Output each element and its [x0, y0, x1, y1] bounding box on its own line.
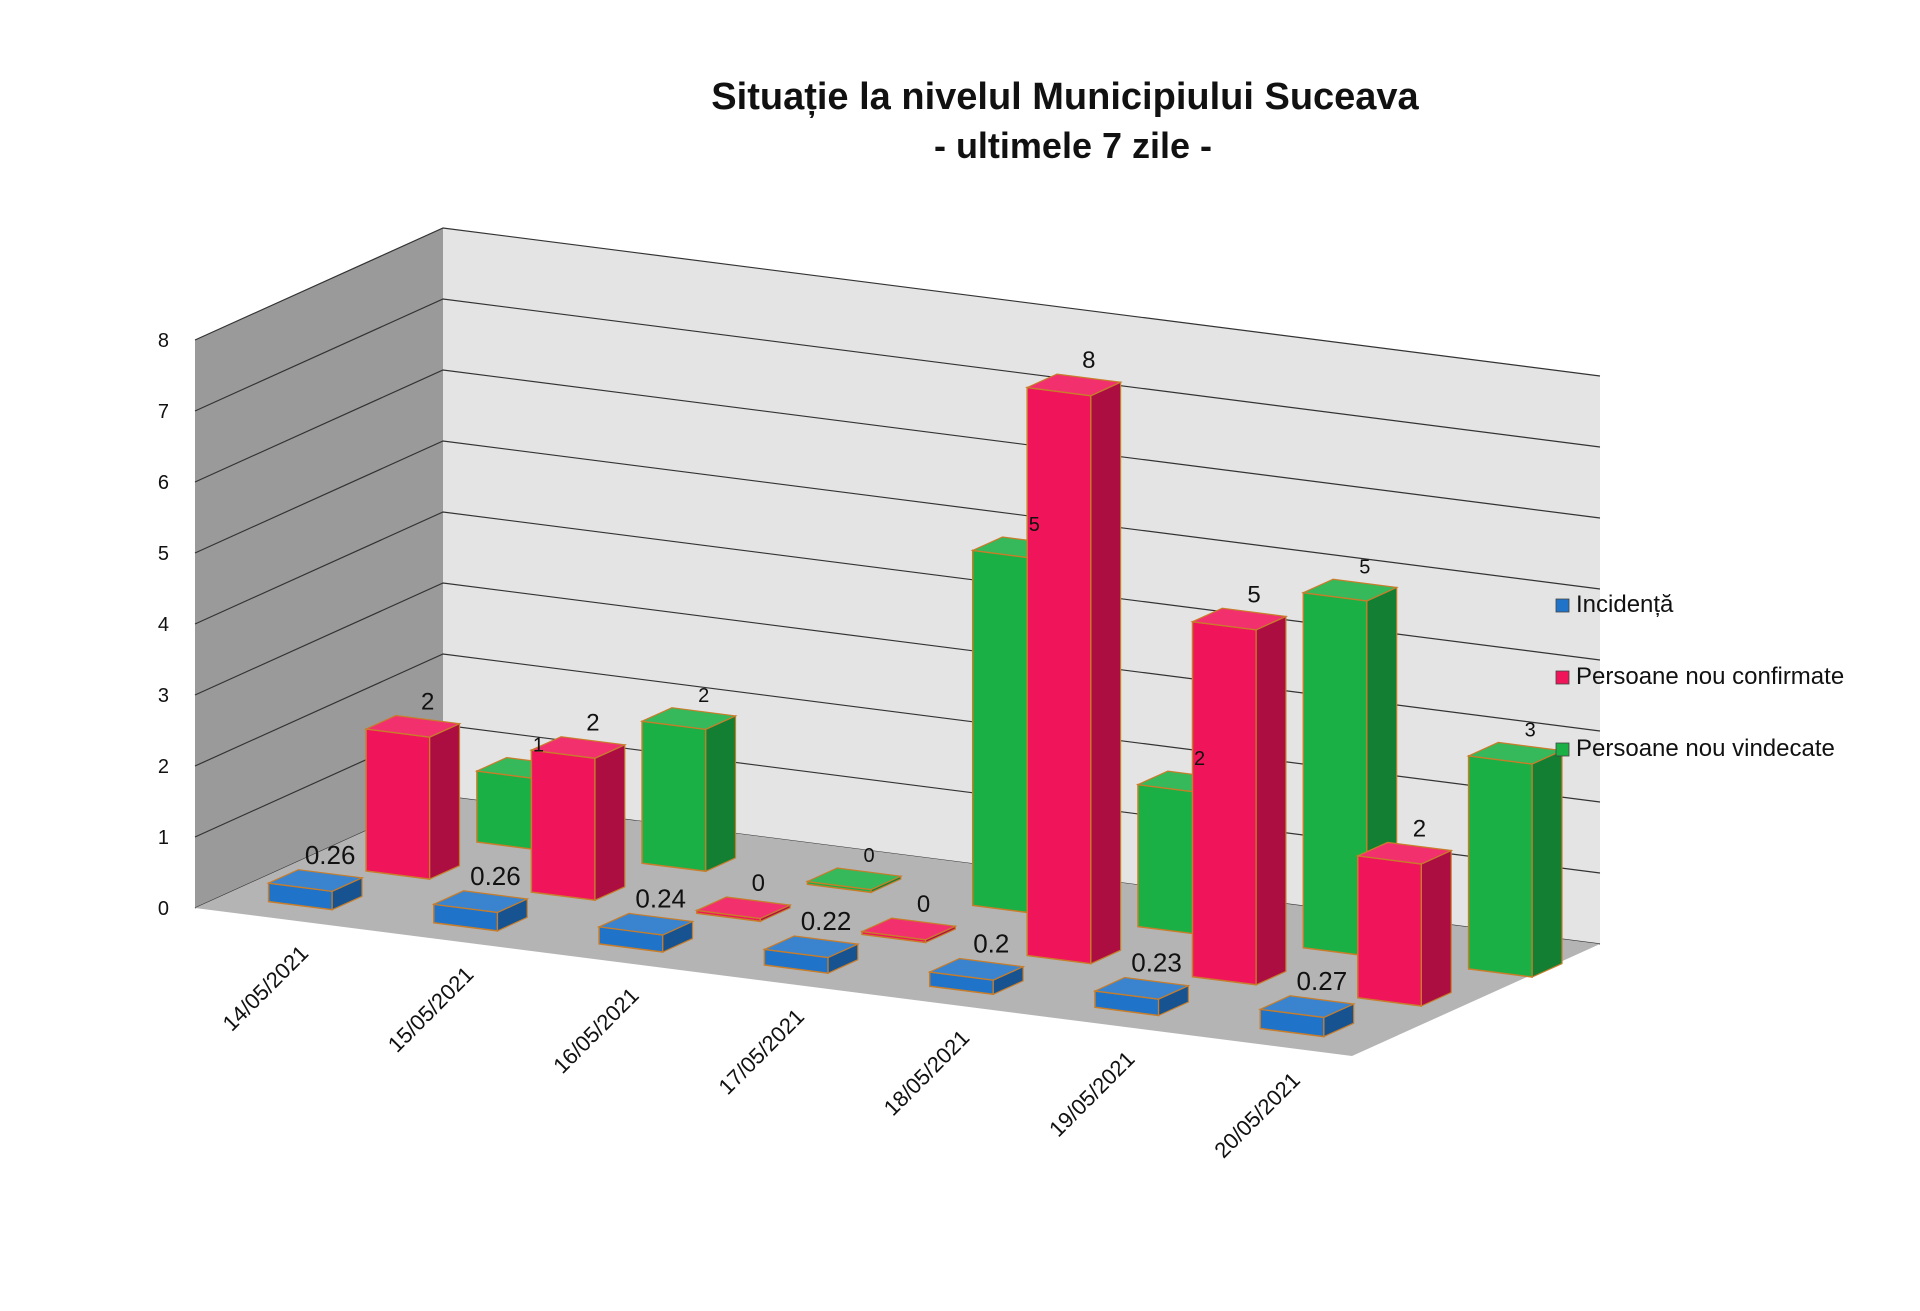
y-tick-label: 4 — [158, 614, 169, 636]
x-tick-label: 17/05/2021 — [713, 1004, 809, 1100]
bar — [529, 736, 627, 902]
legend: Incidență Persoane nou confirmate Persoane… — [1555, 591, 1844, 762]
legend-item: Incidență — [1555, 591, 1674, 618]
legend-label: Incidență — [1576, 591, 1674, 618]
bar — [1355, 841, 1454, 1007]
x-tick-label: 15/05/2021 — [383, 962, 479, 1058]
bar — [431, 890, 530, 932]
data-label: 2 — [1413, 815, 1426, 842]
y-tick-label: 5 — [158, 543, 169, 565]
bar — [859, 917, 958, 944]
bar — [1258, 995, 1356, 1038]
data-label: 5 — [1029, 514, 1040, 536]
bar — [1025, 373, 1123, 965]
data-label: 2 — [421, 689, 434, 716]
x-tick-label: 14/05/2021 — [218, 940, 314, 1036]
legend-label: Persoane nou vindecate — [1576, 735, 1835, 762]
data-label: 0.2 — [973, 929, 1009, 959]
bar — [805, 867, 903, 894]
x-tick-label: 16/05/2021 — [548, 983, 644, 1079]
bar — [1466, 741, 1565, 978]
data-label: 2 — [698, 685, 709, 707]
legend-item: Persoane nou vindecate — [1555, 735, 1835, 762]
gridline — [194, 227, 1601, 377]
legend-swatch — [1555, 670, 1570, 685]
y-tick-label: 1 — [158, 827, 169, 849]
x-tick-label: 20/05/2021 — [1209, 1067, 1305, 1163]
bars — [266, 373, 1565, 1038]
gridline — [194, 369, 1601, 519]
data-label: 5 — [1359, 556, 1370, 578]
data-label: 2 — [1194, 748, 1205, 770]
gridline — [194, 511, 1601, 661]
data-label: 5 — [1247, 581, 1260, 608]
bar — [694, 896, 793, 923]
bar — [927, 957, 1026, 996]
data-label: 0.26 — [305, 840, 356, 870]
bar — [1092, 976, 1191, 1017]
data-label: 0.24 — [635, 883, 686, 913]
x-tick-label: 18/05/2021 — [879, 1025, 975, 1121]
data-label: 0 — [863, 845, 874, 867]
legend-item: Persoane nou confirmate — [1555, 663, 1844, 690]
data-label: 0 — [917, 891, 930, 918]
y-tick-label: 7 — [158, 401, 169, 423]
bar — [266, 869, 365, 911]
gridline — [194, 440, 1601, 590]
data-label: 1 — [533, 735, 544, 757]
y-tick-label: 2 — [158, 756, 169, 778]
y-tick-label: 0 — [158, 898, 169, 920]
data-label: 8 — [1082, 347, 1095, 374]
data-label: 0.27 — [1297, 966, 1348, 996]
bar — [762, 935, 860, 975]
bar — [639, 707, 738, 873]
y-axis: 0 1 2 3 4 5 6 7 8 — [158, 330, 169, 920]
bar — [1190, 607, 1289, 986]
chart-subtitle: - ultimele 7 zile - — [934, 125, 1212, 166]
data-label: 3 — [1525, 719, 1536, 741]
data-label: 0 — [752, 870, 765, 897]
gridline — [194, 298, 1601, 448]
chart-title: Situație la nivelul Municipiului Suceava — [711, 76, 1419, 118]
data-label: 0.26 — [470, 861, 521, 891]
data-label: 0.23 — [1131, 948, 1182, 978]
bar — [363, 714, 462, 881]
x-tick-label: 19/05/2021 — [1044, 1046, 1140, 1142]
legend-swatch — [1555, 598, 1570, 613]
legend-swatch — [1555, 742, 1570, 757]
legend-label: Persoane nou confirmate — [1576, 663, 1844, 690]
y-tick-label: 6 — [158, 472, 169, 494]
bar — [596, 912, 695, 953]
data-label: 2 — [586, 710, 599, 737]
y-tick-label: 3 — [158, 685, 169, 707]
data-label: 0.22 — [801, 906, 852, 936]
y-tick-label: 8 — [158, 330, 169, 352]
data-labels: 1 2 0 5 2 5 3 2 2 0 0 8 5 2 0.26 0.26 0.24 0.22 0.2 0.23 0.2… — [305, 347, 1536, 996]
